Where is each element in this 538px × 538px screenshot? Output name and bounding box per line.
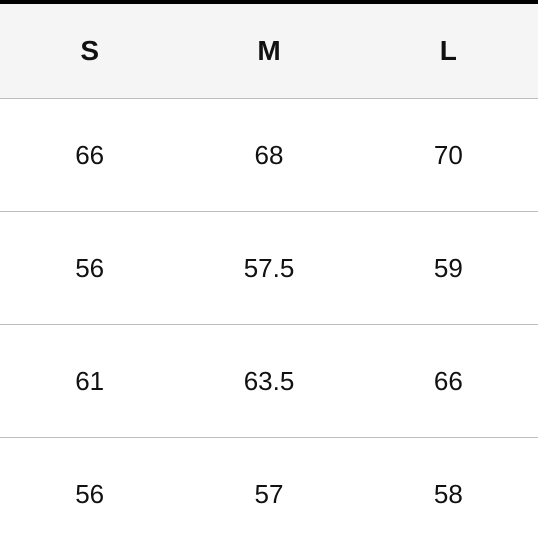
cell: 61 xyxy=(0,325,179,438)
size-chart-table: S M L 66 68 70 56 57.5 59 61 63.5 66 5 xyxy=(0,0,538,538)
table-row: 66 68 70 xyxy=(0,99,538,212)
table-row: 56 57 58 xyxy=(0,438,538,538)
cell: 70 xyxy=(359,99,538,212)
cell: 57.5 xyxy=(179,212,358,325)
column-header-l: L xyxy=(359,2,538,99)
cell: 66 xyxy=(0,99,179,212)
cell: 59 xyxy=(359,212,538,325)
cell: 66 xyxy=(359,325,538,438)
table-row: 61 63.5 66 xyxy=(0,325,538,438)
cell: 58 xyxy=(359,438,538,538)
cell: 63.5 xyxy=(179,325,358,438)
table-row: 56 57.5 59 xyxy=(0,212,538,325)
column-header-s: S xyxy=(0,2,179,99)
table-header-row: S M L xyxy=(0,2,538,99)
cell: 68 xyxy=(179,99,358,212)
cell: 56 xyxy=(0,438,179,538)
column-header-m: M xyxy=(179,2,358,99)
cell: 56 xyxy=(0,212,179,325)
table: S M L 66 68 70 56 57.5 59 61 63.5 66 5 xyxy=(0,0,538,538)
cell: 57 xyxy=(179,438,358,538)
